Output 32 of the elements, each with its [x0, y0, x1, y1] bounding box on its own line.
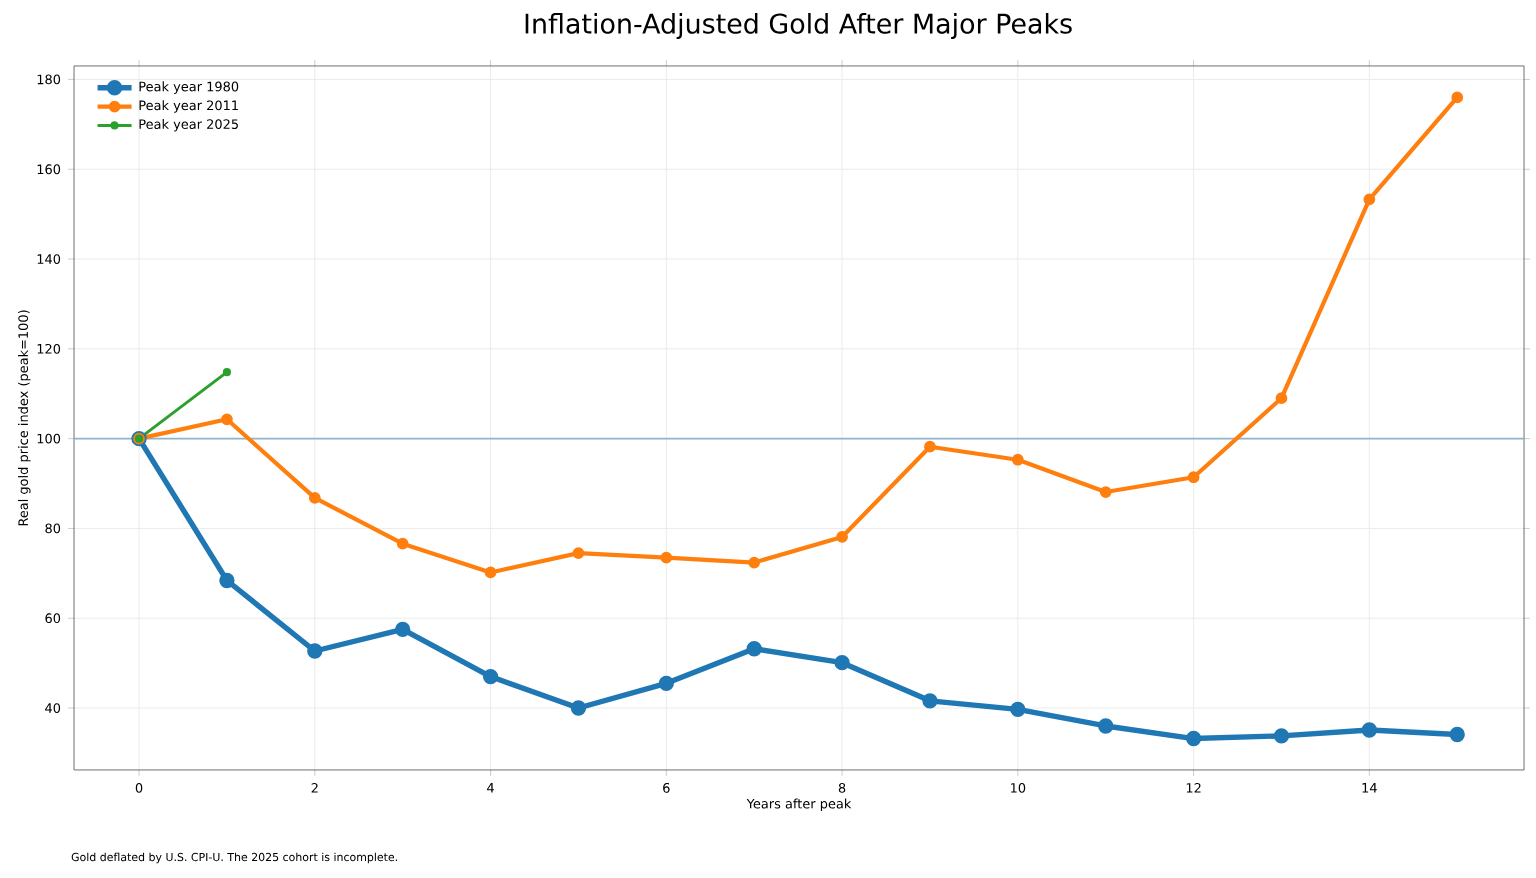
point [1011, 453, 1024, 466]
point [307, 643, 323, 659]
point [748, 556, 761, 569]
point [1098, 718, 1114, 734]
point [836, 531, 848, 543]
point [222, 368, 232, 377]
point [572, 547, 585, 559]
point [746, 641, 762, 657]
point [1187, 471, 1200, 484]
point [1099, 486, 1112, 498]
point [660, 551, 673, 564]
point [834, 654, 850, 671]
point [1010, 701, 1026, 718]
point [922, 693, 938, 709]
point [308, 492, 321, 504]
point [1449, 726, 1465, 743]
chart-title: Inflation-Adjusted Gold After Major Peaks [525, 12, 1072, 39]
point [395, 621, 411, 638]
point [221, 413, 233, 426]
point [396, 537, 409, 550]
point [1451, 91, 1464, 104]
point [924, 440, 936, 453]
point [1275, 392, 1288, 405]
point [658, 675, 674, 691]
point [219, 572, 235, 589]
point [1185, 730, 1202, 747]
point [482, 668, 499, 685]
point [1361, 722, 1378, 738]
point [1363, 193, 1376, 206]
point [1273, 728, 1290, 744]
point [484, 566, 497, 579]
point [570, 700, 587, 716]
